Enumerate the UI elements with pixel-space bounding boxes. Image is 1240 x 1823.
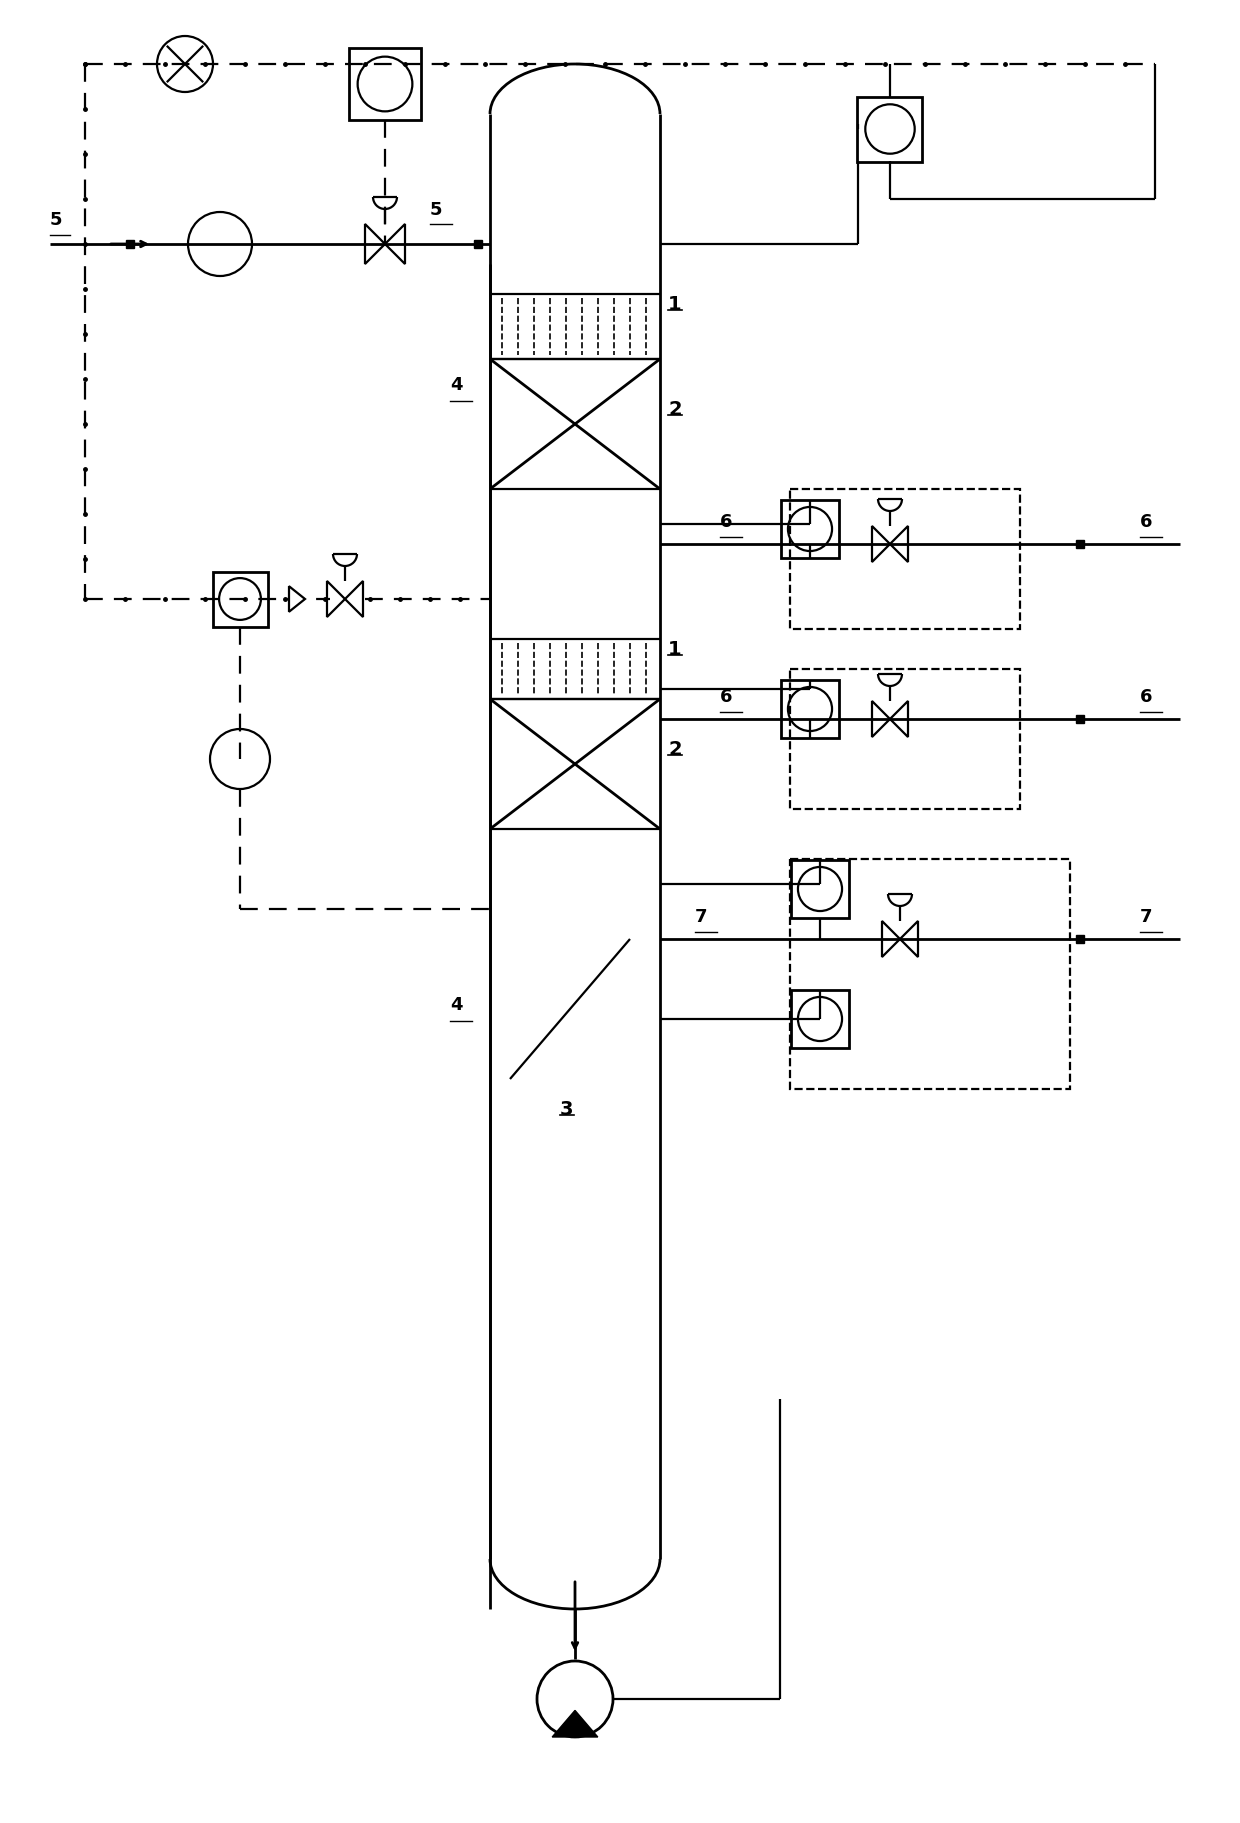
- Text: 3: 3: [560, 1099, 573, 1117]
- Bar: [781, 501, 839, 558]
- Bar: [348, 49, 422, 120]
- Text: 6: 6: [1140, 512, 1152, 530]
- Text: 4: 4: [450, 995, 463, 1014]
- Bar: [1076, 541, 1084, 549]
- Bar: [791, 860, 849, 919]
- Text: 7: 7: [1140, 908, 1152, 926]
- Bar: [781, 680, 839, 738]
- Text: 7: 7: [694, 908, 708, 926]
- Bar: [790, 669, 1021, 809]
- Text: 6: 6: [720, 512, 733, 530]
- Polygon shape: [552, 1710, 598, 1737]
- Text: 5: 5: [50, 211, 62, 230]
- Bar: [791, 990, 849, 1048]
- Text: 4: 4: [450, 376, 463, 394]
- Text: 6: 6: [720, 687, 733, 706]
- Text: 5: 5: [430, 201, 443, 219]
- Text: 1: 1: [668, 295, 682, 314]
- Bar: [1076, 716, 1084, 724]
- Bar: [474, 241, 482, 250]
- Polygon shape: [289, 587, 305, 613]
- Text: 6: 6: [1140, 687, 1152, 706]
- Text: 2: 2: [668, 740, 682, 758]
- Bar: [126, 241, 134, 250]
- Bar: [858, 97, 923, 162]
- Text: 1: 1: [668, 640, 682, 658]
- Bar: [1076, 935, 1084, 944]
- Bar: [790, 859, 1070, 1090]
- Text: 2: 2: [668, 399, 682, 419]
- Bar: [790, 490, 1021, 629]
- Bar: [212, 572, 268, 627]
